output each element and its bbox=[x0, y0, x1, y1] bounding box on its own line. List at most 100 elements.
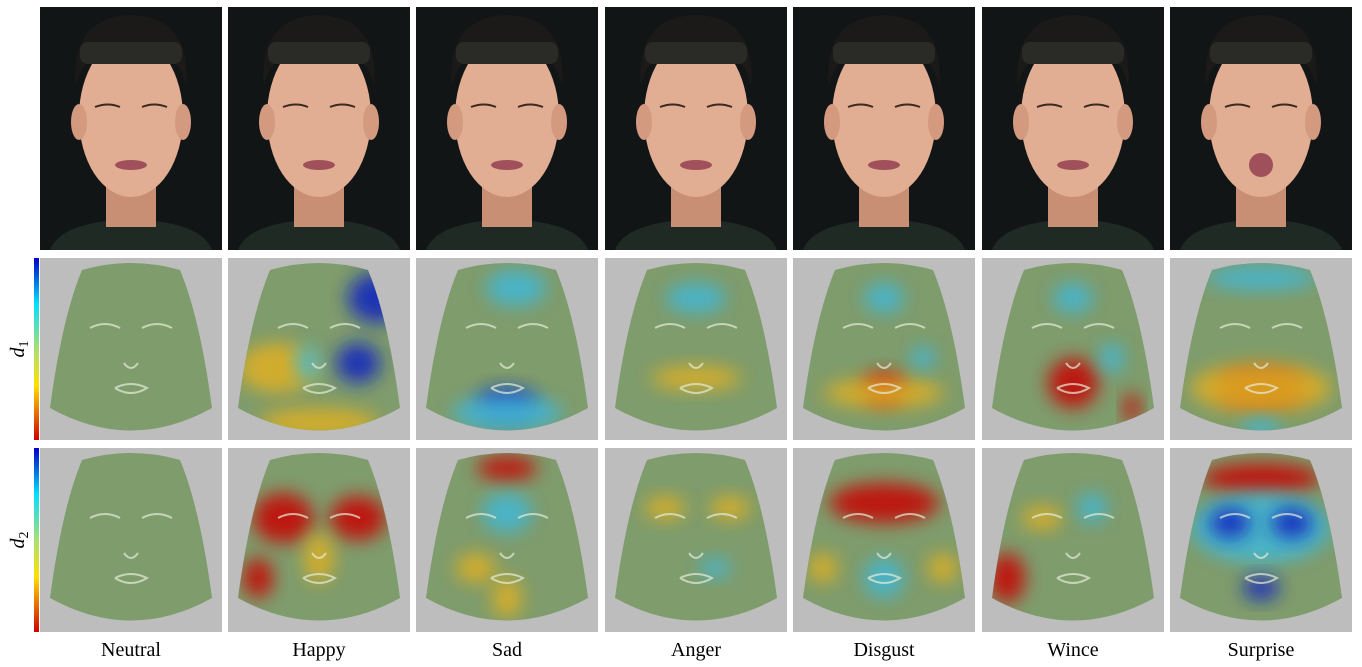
nose-outline bbox=[311, 362, 327, 369]
eye bbox=[141, 103, 168, 108]
heat-blob bbox=[829, 483, 939, 523]
eye-outline bbox=[465, 513, 549, 519]
mouth-outline bbox=[1244, 383, 1280, 394]
mouth bbox=[1057, 160, 1089, 170]
heat-blob bbox=[710, 496, 750, 520]
photo bbox=[605, 7, 787, 250]
eye bbox=[1271, 103, 1298, 108]
shirt bbox=[803, 219, 965, 250]
heatmap bbox=[605, 448, 787, 632]
ear bbox=[824, 104, 840, 140]
column-label: Wince bbox=[1047, 639, 1099, 661]
face-base bbox=[615, 453, 777, 621]
heat-blob bbox=[992, 553, 1025, 603]
heat-blob bbox=[259, 408, 379, 431]
row-label: d1 bbox=[7, 341, 32, 358]
mouth-outline bbox=[490, 573, 526, 584]
face bbox=[644, 37, 748, 197]
mouth bbox=[680, 160, 712, 170]
heatmap-face bbox=[803, 263, 965, 431]
face bbox=[79, 37, 183, 197]
column-label: Happy bbox=[292, 639, 345, 661]
nose-outline bbox=[1065, 362, 1081, 369]
heatmap-face bbox=[803, 453, 965, 621]
mouth-outline bbox=[867, 383, 903, 394]
headband bbox=[1210, 42, 1312, 64]
photo bbox=[40, 7, 222, 250]
eye bbox=[517, 103, 544, 108]
nose-outline bbox=[1253, 552, 1269, 559]
mouth-outline bbox=[867, 573, 903, 584]
heat-blob bbox=[666, 283, 726, 313]
heatmap bbox=[228, 448, 410, 632]
ear bbox=[928, 104, 944, 140]
eye bbox=[1224, 103, 1251, 108]
eye-outline bbox=[277, 513, 361, 519]
heatmap-face bbox=[426, 453, 588, 621]
ear bbox=[175, 104, 191, 140]
nose-outline bbox=[123, 362, 139, 369]
headband bbox=[268, 42, 370, 64]
column-label: Disgust bbox=[853, 639, 915, 661]
ear bbox=[740, 104, 756, 140]
photo bbox=[416, 7, 598, 250]
ear bbox=[447, 104, 463, 140]
headband bbox=[80, 42, 182, 64]
eye-outline bbox=[1031, 323, 1115, 329]
face bbox=[267, 37, 371, 197]
eye-outline bbox=[1219, 323, 1303, 329]
row-label-sub: 1 bbox=[17, 341, 32, 348]
eye bbox=[470, 103, 497, 108]
mouth-outline bbox=[302, 383, 338, 394]
ear bbox=[1305, 104, 1321, 140]
eye-outline bbox=[89, 323, 173, 329]
heat-blob bbox=[1100, 343, 1124, 373]
heat-blob bbox=[1241, 418, 1281, 431]
heat-blob bbox=[336, 343, 380, 383]
heatmap-face bbox=[238, 453, 400, 621]
row-label-sub: 2 bbox=[17, 532, 32, 539]
ear bbox=[1201, 104, 1217, 140]
photo bbox=[228, 7, 410, 250]
eye bbox=[659, 103, 686, 108]
row-label-base: d bbox=[7, 538, 29, 549]
heat-blob bbox=[492, 578, 522, 618]
heatmap bbox=[416, 258, 598, 440]
nose-outline bbox=[688, 362, 704, 369]
headband bbox=[1022, 42, 1124, 64]
shirt bbox=[50, 219, 212, 250]
colorbar bbox=[34, 448, 39, 632]
eye bbox=[847, 103, 874, 108]
shirt bbox=[992, 219, 1154, 250]
heatmap bbox=[793, 258, 975, 440]
headband bbox=[456, 42, 558, 64]
eye-outline bbox=[89, 513, 173, 519]
heat-blob bbox=[1077, 493, 1107, 523]
eye bbox=[1036, 103, 1063, 108]
hair bbox=[1017, 15, 1129, 87]
mouth-outline bbox=[1056, 573, 1092, 584]
face-base bbox=[50, 263, 212, 431]
heatmap bbox=[982, 448, 1164, 632]
eye bbox=[1083, 103, 1110, 108]
colorbar bbox=[34, 258, 39, 440]
shirt bbox=[426, 219, 588, 250]
mouth-outline bbox=[114, 573, 150, 584]
heatmap bbox=[1170, 448, 1352, 632]
nose-outline bbox=[499, 362, 515, 369]
shirt bbox=[238, 219, 400, 250]
row-label-base: d bbox=[7, 347, 29, 358]
heatmap bbox=[1170, 258, 1352, 440]
heat-blob bbox=[452, 395, 562, 431]
eye bbox=[94, 103, 121, 108]
hair bbox=[75, 15, 187, 87]
mouth bbox=[303, 160, 335, 170]
heatmap bbox=[228, 258, 410, 440]
heat-blob bbox=[911, 346, 935, 370]
shirt bbox=[1180, 219, 1342, 250]
mouth-outline bbox=[679, 383, 715, 394]
mouth-outline bbox=[1244, 573, 1280, 584]
headband bbox=[645, 42, 747, 64]
heat-blob bbox=[1022, 506, 1062, 530]
